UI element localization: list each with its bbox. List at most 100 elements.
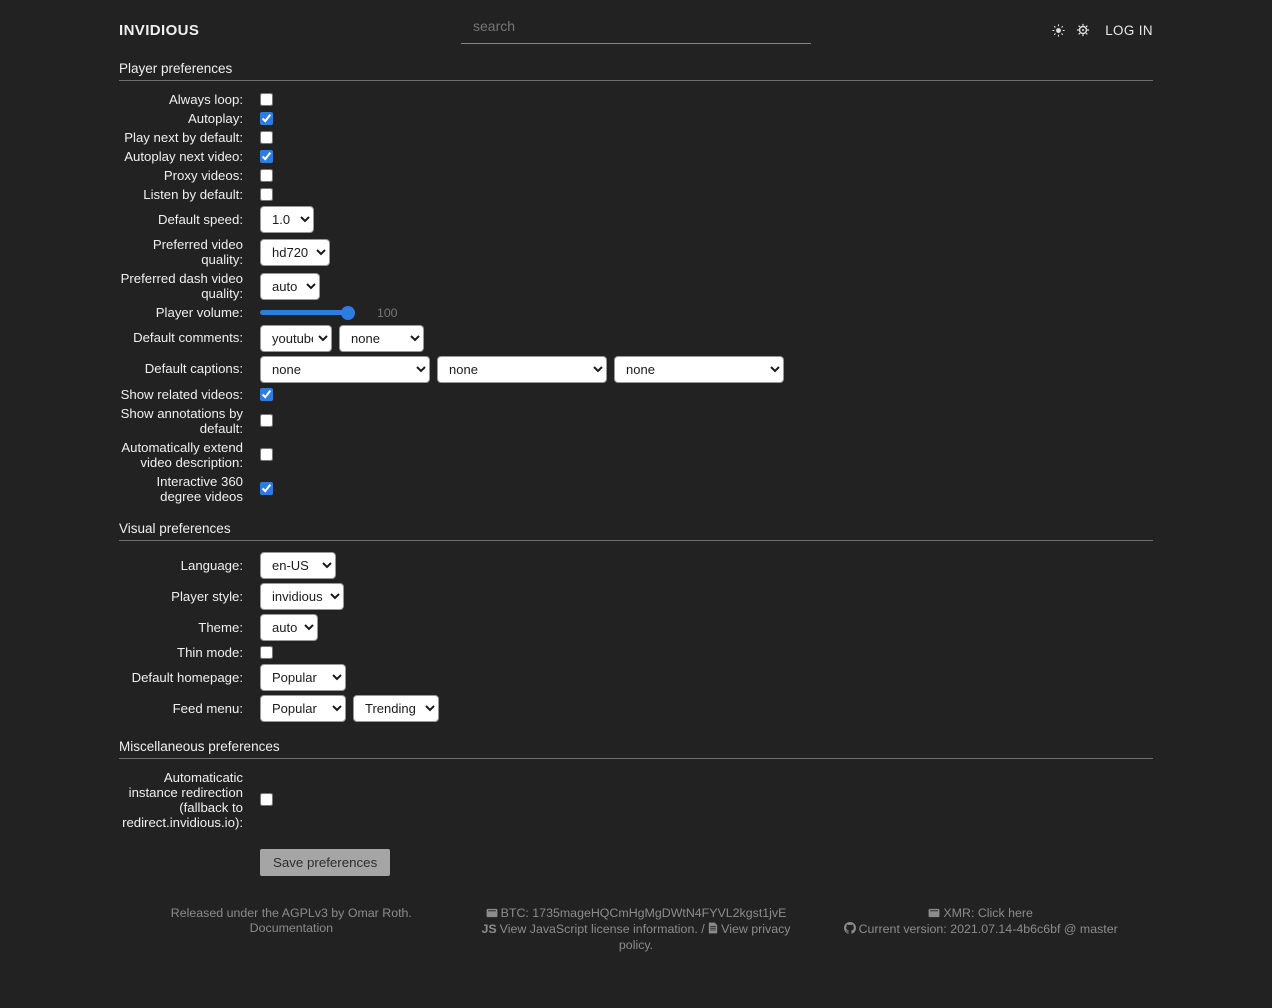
cog-icon[interactable]: [1076, 23, 1090, 37]
pref-label: Feed menu:: [172, 700, 243, 716]
xmr-label: XMR:: [943, 906, 975, 921]
section-divider: [119, 757, 1153, 759]
theme-select[interactable]: auto: [260, 613, 318, 641]
pref-label: Interactive 360 degree videos: [156, 473, 243, 504]
footer-right: XMR: Click here Current version: 2021.07…: [808, 906, 1153, 953]
volume-value: 100: [377, 305, 398, 320]
video-quality-select[interactable]: hd720: [260, 238, 330, 266]
pref-label: Default captions:: [144, 361, 243, 377]
player-style-select[interactable]: invidious: [260, 582, 344, 610]
pref-label: Theme:: [198, 619, 243, 635]
pref-row-annotations: Show annotations by default:: [119, 406, 1153, 436]
js-icon: JS: [481, 922, 497, 937]
pref-row-dash-quality: Preferred dash video quality: auto: [119, 271, 1153, 301]
top-navbar: INVIDIOUS LOG IN: [119, 0, 1153, 44]
pref-label: Player volume:: [155, 305, 243, 321]
feed-menu-select-1[interactable]: Popular: [260, 694, 346, 722]
page-footer: Released under the AGPLv3 by Omar Roth. …: [119, 906, 1153, 971]
pref-label: Show related videos:: [120, 386, 243, 402]
language-select[interactable]: en-US: [260, 551, 336, 579]
pref-label: Player style:: [171, 588, 243, 604]
section-title-player: Player preferences: [119, 61, 233, 76]
dash-quality-select[interactable]: auto: [260, 272, 320, 300]
pref-label: Listen by default:: [143, 187, 243, 203]
pref-label: Always loop:: [168, 92, 243, 107]
comments-select-2[interactable]: none: [339, 324, 424, 352]
pref-label: Default comments:: [133, 330, 243, 346]
pref-row-proxy-videos: Proxy videos:: [119, 168, 1153, 183]
github-icon: [843, 922, 856, 938]
sun-icon[interactable]: [1052, 23, 1065, 37]
default-homepage-select[interactable]: Popular: [260, 663, 346, 691]
pref-row-default-comments: Default comments: youtube none: [119, 324, 1153, 352]
pref-label: Preferred video quality:: [152, 237, 243, 268]
auto-redirect-checkbox[interactable]: [260, 793, 273, 807]
extend-description-checkbox[interactable]: [260, 448, 273, 462]
search-input[interactable]: [461, 16, 811, 44]
volume-slider[interactable]: [260, 310, 355, 316]
pref-label: Default speed:: [157, 212, 243, 228]
pref-row-auto-redirect: Automaticatic instance redirection (fall…: [119, 770, 1153, 830]
pref-row-default-speed: Default speed: 1.0: [119, 206, 1153, 234]
pref-row-autoplay-next: Autoplay next video:: [119, 149, 1153, 164]
pref-label: Language:: [180, 557, 243, 573]
site-logo[interactable]: INVIDIOUS: [119, 21, 200, 39]
footer-separator: /: [701, 922, 705, 937]
always-loop-checkbox[interactable]: [260, 93, 273, 107]
section-divider: [119, 539, 1153, 541]
login-link[interactable]: LOG IN: [1105, 22, 1153, 38]
captions-select-2[interactable]: none: [437, 355, 607, 383]
pref-row-thin-mode: Thin mode:: [119, 645, 1153, 660]
documentation-link[interactable]: Documentation: [249, 921, 333, 936]
pref-label: Automaticatic instance redirection (fall…: [122, 769, 243, 831]
proxy-videos-checkbox[interactable]: [260, 169, 273, 183]
coin-icon: [928, 907, 940, 922]
pref-row-listen: Listen by default:: [119, 187, 1153, 202]
pref-row-player-volume: Player volume: 100: [119, 305, 1153, 320]
save-preferences-button[interactable]: Save preferences: [260, 849, 391, 877]
captions-select-1[interactable]: none: [260, 355, 430, 383]
autoplay-checkbox[interactable]: [260, 112, 273, 126]
pref-label: Default homepage:: [131, 669, 243, 685]
xmr-link[interactable]: Click here: [977, 906, 1033, 921]
comments-select-1[interactable]: youtube: [260, 324, 332, 352]
pref-row-related-videos: Show related videos:: [119, 387, 1153, 402]
file-text-icon: [708, 922, 718, 938]
section-title-visual: Visual preferences: [119, 520, 231, 536]
captions-select-3[interactable]: none: [614, 355, 784, 383]
search-form: [461, 16, 811, 44]
pref-row-language: Language: en-US: [119, 551, 1153, 579]
related-videos-checkbox[interactable]: [260, 387, 273, 401]
privacy-policy-link[interactable]: View privacy policy.: [618, 922, 791, 953]
autoplay-next-checkbox[interactable]: [260, 150, 273, 164]
pref-label: Preferred dash video quality:: [120, 271, 243, 302]
pref-row-player-style: Player style: invidious: [119, 582, 1153, 610]
section-title-misc: Miscellaneous preferences: [119, 738, 280, 754]
feed-menu-select-2[interactable]: Trending: [353, 694, 439, 722]
js-license-link[interactable]: View JavaScript license information.: [499, 922, 698, 937]
pref-label: Autoplay:: [188, 111, 243, 127]
play-next-checkbox[interactable]: [260, 131, 273, 145]
pref-row-video-quality: Preferred video quality: hd720: [119, 237, 1153, 267]
thin-mode-checkbox[interactable]: [260, 645, 273, 659]
version-label: Current version:: [858, 922, 947, 937]
pref-row-autoplay: Autoplay:: [119, 111, 1153, 126]
footer-left: Released under the AGPLv3 by Omar Roth. …: [119, 906, 464, 953]
pref-row-default-homepage: Default homepage: Popular: [119, 663, 1153, 691]
pref-row-theme: Theme: auto: [119, 613, 1153, 641]
pref-label: Proxy videos:: [163, 168, 243, 184]
page-container: INVIDIOUS LOG IN Player preferences: [119, 0, 1153, 971]
listen-checkbox[interactable]: [260, 188, 273, 202]
vr-mode-checkbox[interactable]: [260, 482, 273, 496]
annotations-checkbox[interactable]: [260, 414, 273, 428]
pref-row-default-captions: Default captions: none none none: [119, 355, 1153, 383]
pref-label: Autoplay next video:: [124, 149, 243, 165]
section-divider: [119, 80, 1153, 81]
version-link[interactable]: 2021.07.14-4b6c6bf @ master: [950, 922, 1118, 937]
default-speed-select[interactable]: 1.0: [260, 206, 314, 234]
navbar-right: LOG IN: [811, 23, 1153, 38]
license-text: Released under the AGPLv3 by Omar Roth.: [170, 906, 412, 921]
pref-label: Automatically extend video description:: [121, 439, 243, 470]
pref-row-play-next: Play next by default:: [119, 130, 1153, 145]
coin-icon: [486, 907, 498, 922]
